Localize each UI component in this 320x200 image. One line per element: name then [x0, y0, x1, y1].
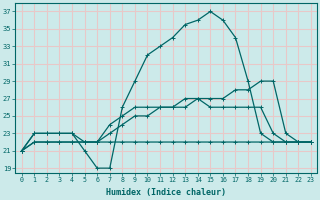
X-axis label: Humidex (Indice chaleur): Humidex (Indice chaleur) [106, 188, 226, 197]
